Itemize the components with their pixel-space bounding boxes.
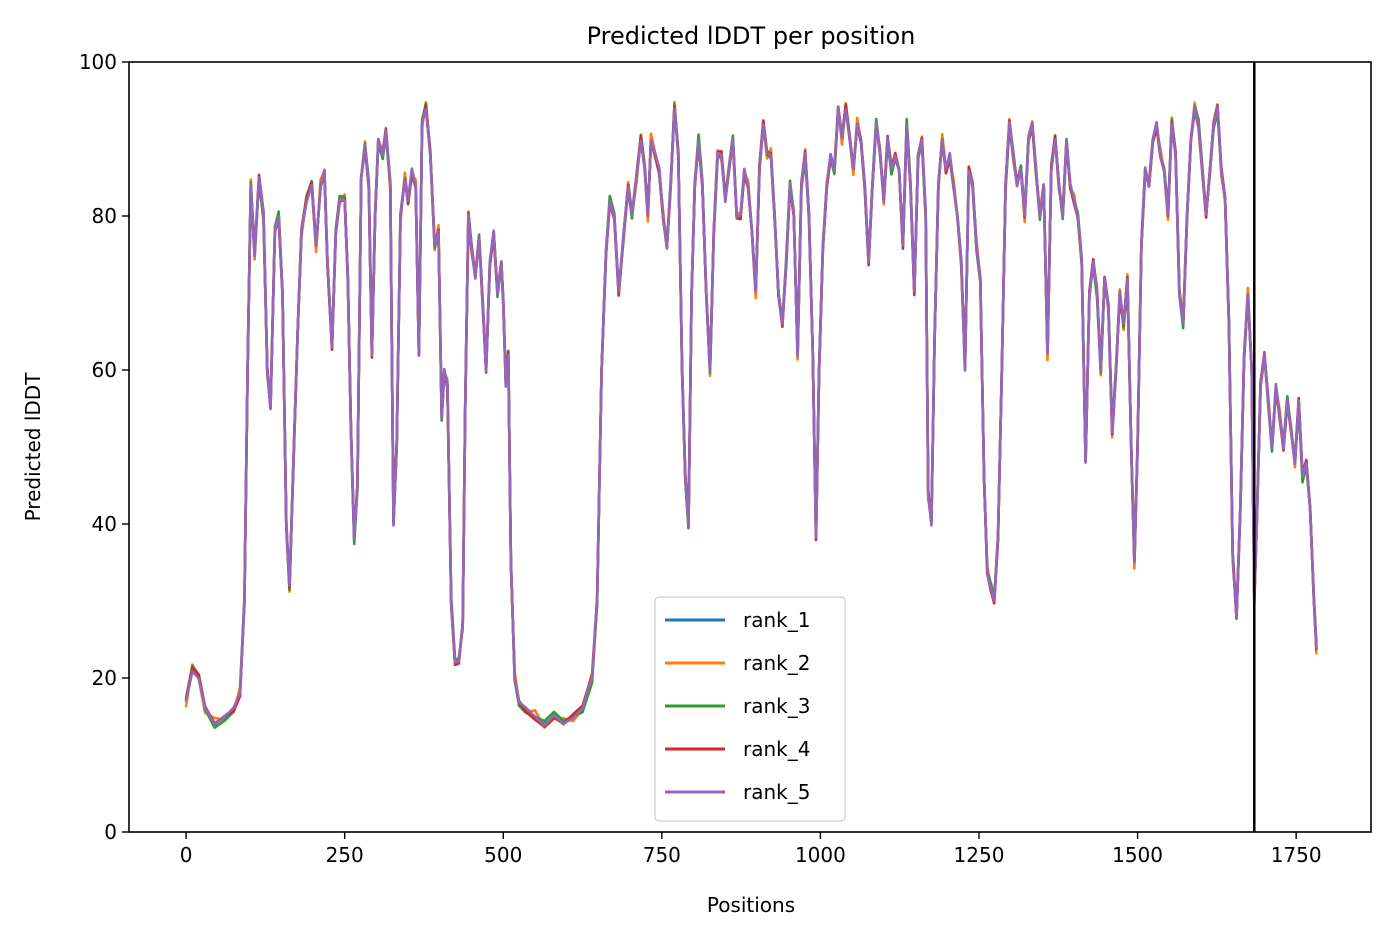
legend-box: [654, 596, 846, 822]
legend-label-rank-3: rank_3: [743, 694, 810, 718]
plot-frame: [128, 61, 1372, 833]
x-tick-label: 250: [326, 843, 364, 867]
chart-title: Predicted lDDT per position: [587, 22, 916, 50]
x-tick-label: 0: [180, 843, 193, 867]
y-axis-label: Predicted lDDT: [21, 372, 45, 522]
legend: rank_1 rank_2 rank_3 rank_4 rank_5: [654, 596, 846, 822]
y-tick-label: 20: [92, 666, 117, 690]
x-tick-label: 1500: [1112, 843, 1163, 867]
x-tick-label: 750: [643, 843, 681, 867]
legend-label-rank-5: rank_5: [743, 780, 810, 804]
x-tick-label: 1250: [954, 843, 1005, 867]
x-axis: 0 250 500 750 1000 1250 1500 1750: [180, 832, 1322, 867]
x-tick-label: 1000: [795, 843, 846, 867]
y-tick-label: 100: [79, 50, 117, 74]
plot-area: [128, 61, 1372, 833]
y-tick-label: 80: [92, 204, 117, 228]
x-axis-label: Positions: [707, 893, 795, 917]
y-tick-label: 0: [104, 820, 117, 844]
y-tick-label: 40: [92, 512, 117, 536]
x-tick-label: 1750: [1271, 843, 1322, 867]
x-tick-label: 500: [484, 843, 522, 867]
y-tick-label: 60: [92, 358, 117, 382]
series-line-rank-5: [184, 105, 1318, 727]
legend-label-rank-1: rank_1: [743, 608, 810, 632]
series-layer: [184, 100, 1318, 730]
legend-label-rank-2: rank_2: [743, 651, 810, 675]
legend-label-rank-4: rank_4: [743, 737, 810, 761]
y-axis: 0 20 40 60 80 100: [79, 50, 129, 844]
